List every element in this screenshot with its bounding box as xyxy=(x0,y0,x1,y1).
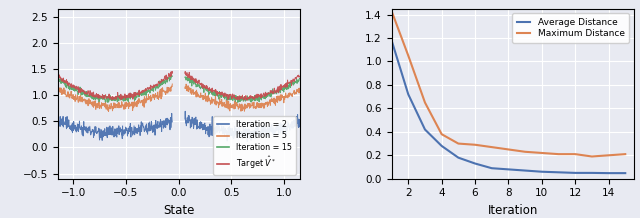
Average Distance xyxy=(572,172,579,174)
Maximum Distance xyxy=(538,152,546,154)
Line: Maximum Distance: Maximum Distance xyxy=(392,11,625,157)
Average Distance xyxy=(438,145,445,147)
X-axis label: State: State xyxy=(163,204,195,217)
Average Distance xyxy=(621,172,629,174)
Average Distance xyxy=(521,169,529,172)
Average Distance xyxy=(555,171,563,174)
Average Distance xyxy=(454,156,462,159)
Maximum Distance xyxy=(588,155,596,158)
Maximum Distance xyxy=(521,150,529,153)
Average Distance xyxy=(588,172,596,174)
X-axis label: Iteration: Iteration xyxy=(488,204,538,217)
Maximum Distance xyxy=(488,146,495,148)
Legend: Average Distance, Maximum Distance: Average Distance, Maximum Distance xyxy=(512,13,629,43)
Maximum Distance xyxy=(404,54,412,57)
Average Distance xyxy=(538,170,546,173)
Average Distance xyxy=(605,172,612,174)
Maximum Distance xyxy=(621,153,629,155)
Average Distance xyxy=(388,39,396,42)
Maximum Distance xyxy=(421,101,429,104)
Maximum Distance xyxy=(438,133,445,136)
Maximum Distance xyxy=(471,143,479,146)
Maximum Distance xyxy=(555,153,563,155)
Maximum Distance xyxy=(605,154,612,157)
Line: Average Distance: Average Distance xyxy=(392,40,625,173)
Average Distance xyxy=(504,168,512,171)
Average Distance xyxy=(488,167,495,170)
Maximum Distance xyxy=(388,10,396,12)
Average Distance xyxy=(421,128,429,131)
Average Distance xyxy=(471,162,479,165)
Maximum Distance xyxy=(454,142,462,145)
Average Distance xyxy=(404,93,412,96)
Maximum Distance xyxy=(572,153,579,155)
Maximum Distance xyxy=(504,148,512,151)
Legend: Iteration = 2, Iteration = 5, Iteration = 15, Target $\hat{V}^*$: Iteration = 2, Iteration = 5, Iteration … xyxy=(213,116,296,175)
